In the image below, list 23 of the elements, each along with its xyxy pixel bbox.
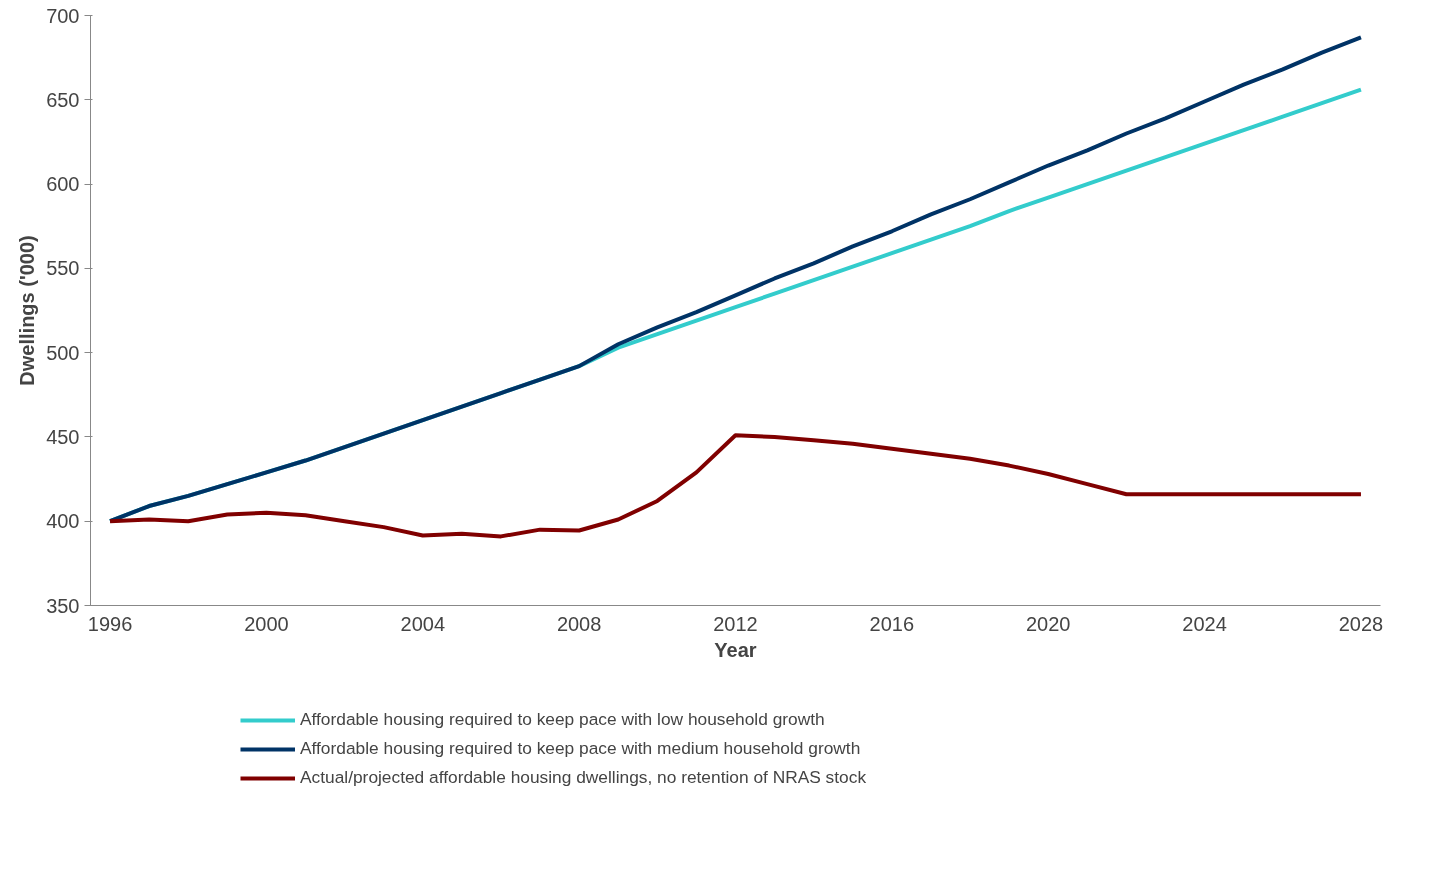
x-tick-label: 2008 — [556, 612, 602, 635]
x-tick-label: 2028 — [1338, 612, 1384, 635]
x-tick-label: 2016 — [869, 612, 915, 635]
y-tick-label: 700 — [46, 4, 80, 27]
legend-label: Affordable housing required to keep pace with medium household growth — [300, 738, 861, 759]
y-tick-label: 600 — [46, 173, 80, 196]
y-tick-label: 500 — [46, 341, 80, 364]
x-tick-label: 2000 — [244, 612, 289, 635]
legend-label: Actual/projected affordable housing dwellings, no retention of NRAS stock — [300, 767, 867, 788]
x-tick-label: 2020 — [1025, 612, 1071, 635]
legend-label: Affordable housing required to keep pace with low household growth — [300, 709, 825, 730]
x-tick-label: 2004 — [400, 612, 446, 635]
y-tick-label: 550 — [46, 257, 80, 280]
y-tick-label: 650 — [46, 88, 80, 111]
y-tick-label: 450 — [46, 425, 80, 448]
x-axis-title: Year — [714, 638, 757, 661]
y-axis-title: Dwellings ('000) — [16, 235, 39, 386]
x-tick-label: 2012 — [713, 612, 758, 635]
x-tick-label: 2024 — [1182, 612, 1227, 635]
line-series — [108, 433, 1363, 539]
y-tick-label: 400 — [46, 510, 80, 533]
y-tick-label: 350 — [46, 594, 80, 617]
x-tick-label: 1996 — [87, 612, 133, 635]
